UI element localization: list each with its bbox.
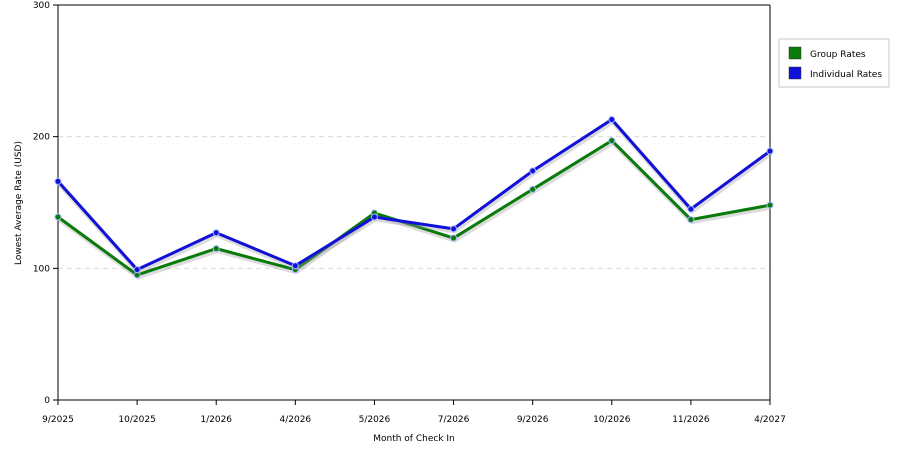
grid-lines	[58, 136, 770, 269]
x-tick-label-11-2026: 11/2026	[672, 415, 710, 425]
legend: Group Rates Individual Rates	[778, 38, 890, 88]
point-individual-rates-11-2026	[687, 205, 695, 213]
series-group-rates	[54, 137, 774, 280]
x-tick-label-10-2025: 10/2025	[118, 415, 155, 425]
legend-swatch-individual-rates	[788, 66, 802, 80]
point-individual-rates-4-2027	[766, 147, 774, 155]
point-group-rates-9-2026	[529, 185, 537, 193]
series-line-group-rates	[57, 139, 771, 277]
point-group-rates-4-2027	[766, 201, 774, 209]
y-tick-label-200: 200	[33, 133, 50, 143]
x-tick-label-5-2026: 5/2026	[359, 415, 391, 425]
legend-swatch-group-rates	[788, 46, 802, 60]
tick-labels: 0 100 200 300 9/2025 10/2025 1/2026 4/2026 5/202…	[33, 1, 786, 425]
point-individual-rates-10-2025	[133, 266, 141, 274]
series-line-individual-rates	[56, 118, 771, 272]
x-tick-label-9-2026: 9/2026	[517, 415, 549, 425]
x-tick-label-10-2026: 10/2026	[593, 415, 631, 425]
point-individual-rates-1-2026	[212, 229, 220, 237]
point-individual-rates-9-2025	[54, 177, 62, 185]
x-tick-label-1-2026: 1/2026	[200, 415, 232, 425]
series-lines	[54, 116, 774, 280]
x-tick-label-9-2025: 9/2025	[42, 415, 74, 425]
point-individual-rates-4-2026	[291, 262, 299, 270]
point-group-rates-7-2026	[450, 234, 458, 242]
point-individual-rates-5-2026	[370, 213, 378, 221]
x-tick-label-7-2026: 7/2026	[438, 415, 470, 425]
y-tick-label-300: 300	[33, 1, 50, 11]
x-tick-label-4-2026: 4/2026	[279, 415, 311, 425]
point-group-rates-9-2025	[54, 213, 62, 221]
legend-label-individual-rates: Individual Rates	[810, 70, 882, 80]
y-axis-title: Lowest Average Rate (USD)	[14, 141, 24, 265]
point-group-rates-1-2026	[212, 245, 220, 253]
axes	[53, 4, 771, 405]
y-tick-label-100: 100	[33, 264, 50, 274]
point-group-rates-11-2026	[687, 216, 695, 224]
x-tick-label-4-2027: 4/2027	[754, 415, 786, 425]
legend-label-group-rates: Group Rates	[810, 50, 866, 60]
point-group-rates-10-2026	[608, 137, 616, 145]
point-individual-rates-10-2026	[608, 116, 616, 124]
point-individual-rates-9-2026	[529, 167, 537, 175]
x-axis-title: Month of Check In	[373, 434, 455, 444]
y-tick-label-0: 0	[44, 396, 50, 406]
series-individual-rates	[54, 116, 774, 275]
point-individual-rates-7-2026	[450, 225, 458, 233]
